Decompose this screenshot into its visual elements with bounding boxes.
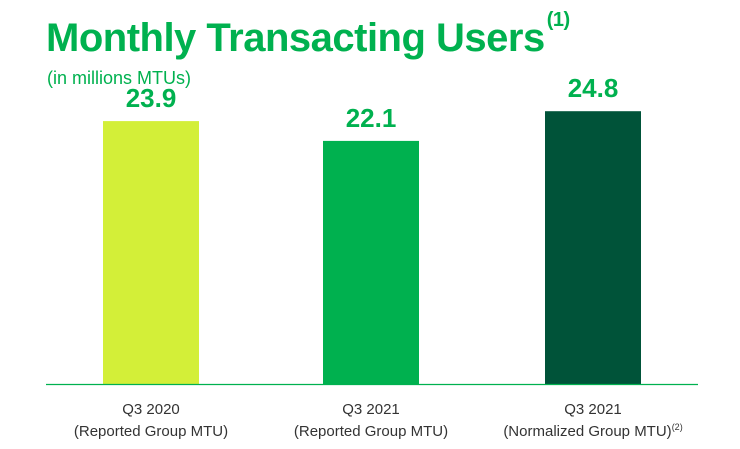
chart-subtitle: (in millions MTUs) [47,68,191,88]
title-footnote-marker: (1) [546,9,570,31]
category-label-3-line1: Q3 2021 [564,401,622,418]
category-label-1-line2: (Reported Group MTU) [74,423,228,440]
bar-2 [323,140,419,384]
chart-title: Monthly Transacting Users (1) [46,10,570,62]
bar-value-label-2: 22.1 [346,103,397,133]
bar-value-label-3: 24.8 [568,73,619,103]
category-footnote-marker-3: (2) [672,422,683,432]
chart-title-text: Monthly Transacting Users [46,16,545,60]
bar-3 [545,111,641,384]
bar-1 [103,121,199,384]
bar-value-label-1: 23.9 [126,83,177,113]
category-label-3-line2: (Normalized Group MTU)(2) [503,422,682,440]
category-label-1-line1: Q3 2020 [122,401,180,418]
category-label-2-line1: Q3 2021 [342,401,400,418]
category-label-2-line2: (Reported Group MTU) [294,423,448,440]
